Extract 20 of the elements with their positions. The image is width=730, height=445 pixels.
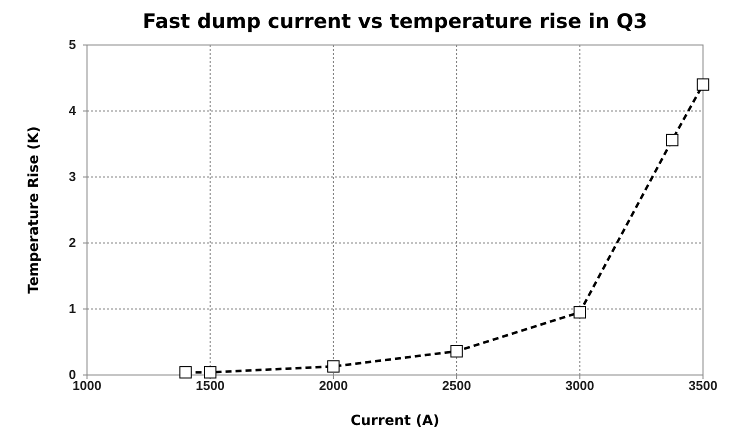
x-tick-label: 3500 (688, 378, 718, 393)
point (450, 345, 463, 358)
y-tick-label: 4 (68, 103, 77, 118)
point (327, 360, 340, 373)
chart-title: Fast dump current vs temperature rise in Q3 (142, 9, 648, 33)
y-axis-title: Temperature Rise (K) (26, 126, 42, 294)
point (666, 134, 678, 146)
x-tick-label: 3000 (565, 378, 594, 393)
x-tick-label: 2000 (318, 378, 348, 393)
x-tick-label: 2500 (442, 378, 472, 393)
point (204, 366, 216, 379)
y-tick-label: 5 (68, 37, 76, 52)
point (696, 78, 710, 91)
x-axis-title: Current (A) (350, 413, 440, 429)
y-tick-label: 1 (68, 301, 76, 316)
x-tick-label: 1500 (196, 378, 225, 393)
y-tick-label: 2 (68, 235, 76, 250)
point (179, 366, 192, 379)
point (574, 306, 586, 318)
y-tick-label: 3 (68, 169, 76, 184)
